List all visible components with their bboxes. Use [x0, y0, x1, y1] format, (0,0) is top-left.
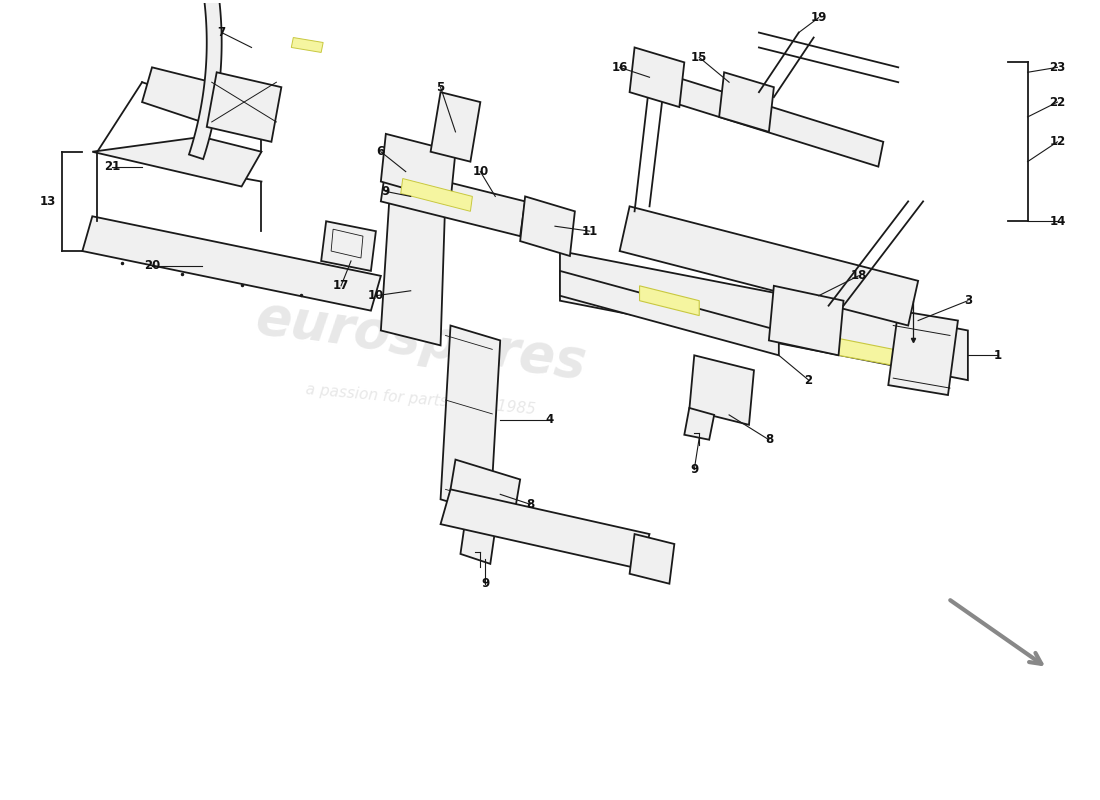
Text: 22: 22 — [1049, 95, 1066, 109]
Polygon shape — [838, 338, 899, 366]
Text: 13: 13 — [40, 195, 56, 208]
Text: 8: 8 — [526, 498, 535, 510]
Polygon shape — [381, 177, 446, 346]
Text: eurospares: eurospares — [252, 291, 590, 390]
Polygon shape — [461, 519, 495, 564]
Polygon shape — [381, 166, 525, 236]
Polygon shape — [430, 92, 481, 162]
Text: 17: 17 — [333, 279, 349, 292]
Polygon shape — [639, 286, 700, 315]
Polygon shape — [690, 355, 754, 425]
Polygon shape — [520, 197, 575, 256]
Polygon shape — [207, 72, 282, 142]
Polygon shape — [629, 47, 684, 107]
Text: 12: 12 — [1049, 135, 1066, 148]
Polygon shape — [619, 206, 918, 326]
Text: 11: 11 — [582, 225, 598, 238]
Text: 4: 4 — [546, 414, 554, 426]
Polygon shape — [629, 534, 674, 584]
Text: 16: 16 — [612, 61, 628, 74]
Text: 3: 3 — [964, 294, 972, 307]
Polygon shape — [719, 72, 774, 132]
Polygon shape — [292, 38, 323, 53]
Polygon shape — [769, 286, 844, 355]
Text: 19: 19 — [811, 11, 827, 24]
Text: 18: 18 — [850, 270, 867, 282]
Text: 21: 21 — [104, 160, 120, 173]
Text: 10: 10 — [367, 290, 384, 302]
Text: a passion for parts since 1985: a passion for parts since 1985 — [305, 382, 537, 418]
Text: 9: 9 — [690, 463, 698, 476]
Polygon shape — [446, 459, 520, 539]
Text: 5: 5 — [437, 81, 444, 94]
Polygon shape — [560, 251, 968, 380]
Polygon shape — [381, 134, 455, 202]
Text: 23: 23 — [1049, 61, 1066, 74]
Text: 6: 6 — [376, 146, 385, 158]
Polygon shape — [441, 490, 649, 569]
Polygon shape — [82, 216, 381, 310]
Text: 10: 10 — [472, 165, 488, 178]
Polygon shape — [142, 67, 211, 122]
Text: 9: 9 — [382, 185, 390, 198]
Text: 15: 15 — [691, 51, 707, 64]
Polygon shape — [400, 178, 472, 211]
Polygon shape — [189, 0, 222, 159]
Polygon shape — [441, 326, 500, 514]
Polygon shape — [889, 310, 958, 395]
Polygon shape — [92, 137, 262, 186]
Polygon shape — [639, 67, 883, 166]
Polygon shape — [560, 271, 779, 355]
Text: 8: 8 — [764, 434, 773, 446]
Text: 14: 14 — [1049, 214, 1066, 228]
Text: 20: 20 — [144, 259, 161, 273]
Polygon shape — [321, 222, 376, 271]
Text: 1: 1 — [993, 349, 1002, 362]
Polygon shape — [684, 408, 714, 440]
Text: 2: 2 — [804, 374, 813, 386]
Text: 7: 7 — [218, 26, 226, 39]
Text: 9: 9 — [481, 578, 490, 590]
